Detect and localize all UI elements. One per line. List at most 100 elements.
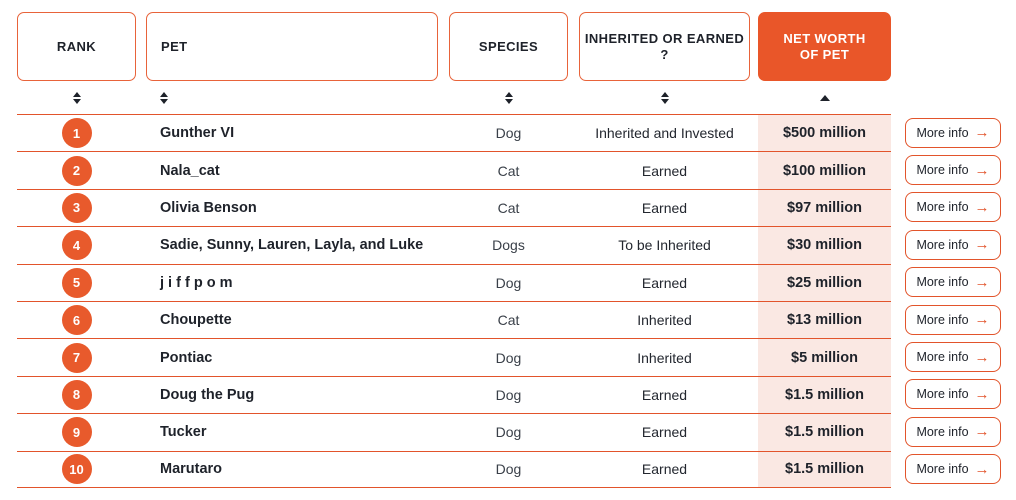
more-info-button[interactable]: More info →: [905, 454, 1001, 485]
column-header-species[interactable]: SPECIES: [449, 12, 568, 81]
more-info-slot: More info →: [905, 413, 1005, 450]
more-info-label: More info: [916, 387, 969, 402]
species-cell: Cat: [497, 312, 520, 329]
inherited-or-earned-cell: Earned: [641, 162, 688, 179]
more-info-label: More info: [916, 200, 969, 215]
table-row: 8 Doug the Pug Dog Earned $1.5 million: [17, 375, 891, 414]
inherited-or-earned-cell: Inherited and Invested: [595, 125, 734, 142]
rank-badge: 7: [61, 342, 92, 373]
sort-control-inherited-or-earned[interactable]: [579, 81, 750, 114]
more-info-button[interactable]: More info →: [905, 192, 1001, 223]
more-info-button[interactable]: More info →: [905, 342, 1001, 373]
pet-name-cell: Doug the Pug: [160, 386, 255, 403]
arrow-right-icon: →: [974, 273, 990, 291]
pet-name-cell: Sadie, Sunny, Lauren, Layla, and Luke: [160, 237, 424, 254]
more-info-button[interactable]: More info →: [905, 379, 1001, 410]
table-row: 4 Sadie, Sunny, Lauren, Layla, and Luke …: [17, 226, 891, 264]
pet-name-cell: Pontiac: [160, 349, 213, 366]
more-info-label: More info: [916, 163, 969, 178]
pet-name-cell: Nala_cat: [160, 162, 220, 179]
rank-cell: 9: [17, 414, 136, 450]
sort-both-icon: [160, 91, 168, 104]
sort-both-icon: [660, 91, 669, 104]
arrow-right-icon: →: [974, 385, 990, 403]
more-info-slot: More info →: [905, 301, 1005, 338]
column-header-inherited-or-earned[interactable]: INHERITED OR EARNED ?: [579, 12, 750, 81]
table-row: 10 Marutaro Dog Earned $1.5 million: [17, 450, 891, 488]
net-worth-cell: $5 million: [758, 339, 891, 376]
more-info-slot: More info →: [905, 226, 1005, 263]
more-info-label: More info: [916, 424, 969, 439]
column-header-rank[interactable]: RANK: [17, 12, 136, 81]
column-header-net-worth[interactable]: NET WORTH OF PET: [758, 12, 891, 81]
inherited-or-earned-cell: Inherited: [637, 349, 692, 366]
rank-cell: 3: [17, 190, 136, 226]
more-info-button[interactable]: More info →: [905, 416, 1001, 447]
more-info-slot: More info →: [905, 451, 1005, 488]
species-cell: Dog: [495, 274, 522, 291]
more-info-slot: More info →: [905, 376, 1005, 413]
pet-name-cell: Marutaro: [160, 461, 223, 478]
more-info-button[interactable]: More info →: [905, 304, 1001, 335]
more-info-label: More info: [916, 350, 969, 365]
rank-badge: 6: [61, 305, 92, 336]
table-row: 3 Olivia Benson Cat Earned $97 million: [17, 188, 891, 227]
rank-badge: 8: [61, 379, 92, 410]
rank-badge: 9: [61, 417, 92, 448]
rank-cell: 7: [17, 339, 136, 375]
arrow-right-icon: →: [974, 311, 990, 329]
species-cell: Dogs: [492, 237, 525, 254]
table-row: 1 Gunther VI Dog Inherited and Invested …: [17, 114, 891, 152]
sort-control-rank[interactable]: [17, 81, 136, 114]
sort-control-net-worth[interactable]: [758, 81, 891, 114]
more-info-slot: More info →: [905, 114, 1005, 151]
more-info-label: More info: [916, 312, 969, 327]
table-row: 6 Choupette Cat Inherited $13 million: [17, 300, 891, 339]
more-info-label: More info: [916, 237, 969, 252]
arrow-right-icon: →: [974, 161, 990, 179]
arrow-right-icon: →: [974, 460, 990, 478]
more-info-label: More info: [916, 125, 969, 140]
inherited-or-earned-cell: Earned: [641, 461, 688, 478]
rank-badge: 2: [61, 155, 92, 186]
rank-badge: 1: [61, 118, 92, 149]
net-worth-cell: $100 million: [758, 152, 891, 189]
rank-cell: 8: [17, 377, 136, 413]
rank-cell: 6: [17, 302, 136, 338]
more-info-button[interactable]: More info →: [905, 155, 1001, 186]
rank-cell: 2: [17, 152, 136, 188]
net-worth-cell: $13 million: [758, 301, 891, 339]
more-info-button[interactable]: More info →: [905, 229, 1001, 260]
table-row: 2 Nala_cat Cat Earned $100 million: [17, 151, 891, 189]
rank-badge: 10: [61, 454, 92, 485]
column-header-pet[interactable]: PET: [146, 12, 438, 81]
sort-control-pet[interactable]: [146, 81, 438, 114]
more-info-slot: More info →: [905, 151, 1005, 188]
pet-name-cell: j i f f p o m: [160, 274, 233, 291]
arrow-right-icon: →: [974, 348, 990, 366]
more-info-button[interactable]: More info →: [905, 117, 1001, 148]
table-row: 5 j i f f p o m Dog Earned $25 million: [17, 263, 891, 301]
species-cell: Dog: [495, 386, 522, 403]
table-row: 9 Tucker Dog Earned $1.5 million: [17, 413, 891, 451]
rank-cell: 1: [17, 115, 136, 151]
more-info-slot: More info →: [905, 264, 1005, 301]
sort-control-species[interactable]: [449, 81, 568, 114]
more-info-slot: More info →: [905, 189, 1005, 226]
more-info-button[interactable]: More info →: [905, 267, 1001, 298]
arrow-right-icon: →: [974, 236, 990, 254]
species-cell: Dog: [495, 349, 522, 366]
arrow-right-icon: →: [974, 124, 990, 142]
inherited-or-earned-cell: Earned: [641, 199, 688, 216]
net-worth-cell: $1.5 million: [758, 414, 891, 451]
inherited-or-earned-cell: Earned: [641, 424, 688, 441]
arrow-right-icon: →: [974, 423, 990, 441]
inherited-or-earned-cell: Inherited: [637, 312, 692, 329]
net-worth-cell: $30 million: [758, 227, 891, 264]
rank-cell: 4: [17, 227, 136, 263]
net-worth-cell: $500 million: [758, 115, 891, 152]
species-cell: Dog: [495, 461, 522, 478]
net-worth-cell: $97 million: [758, 189, 891, 227]
more-info-label: More info: [916, 462, 969, 477]
